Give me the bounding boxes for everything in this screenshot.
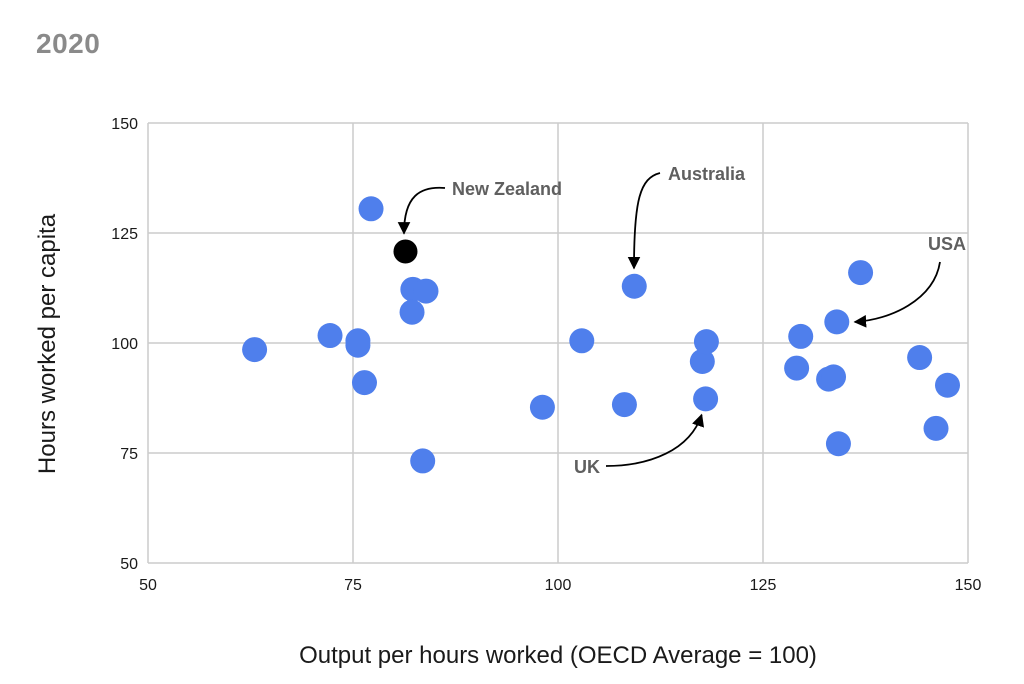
x-axis-label: Output per hours worked (OECD Average = … [299, 642, 817, 669]
data-point [611, 392, 637, 418]
annotation-arrow [853, 261, 941, 328]
annotation-arrow [627, 172, 661, 270]
y-tick-label: 150 [111, 116, 138, 133]
annotation-arrows [397, 172, 941, 467]
x-tick-label: 150 [955, 577, 982, 594]
data-point [848, 260, 874, 286]
x-tick-label: 50 [139, 577, 157, 594]
y-tick-label: 50 [120, 556, 138, 573]
data-point [410, 448, 436, 474]
chart-title: 2020 [36, 28, 101, 59]
data-point [413, 278, 439, 304]
highlighted-data-point [393, 239, 418, 264]
x-tick-label: 125 [750, 577, 777, 594]
data-point [529, 394, 555, 420]
annotation-label: USA [928, 234, 966, 254]
data-point [821, 364, 847, 390]
data-point [907, 345, 933, 371]
data-points [242, 196, 960, 474]
data-point [784, 355, 810, 381]
data-point [358, 196, 384, 222]
annotation-labels: New Zealand Australia USA UK [452, 164, 966, 477]
data-point [242, 337, 268, 363]
data-point [621, 273, 647, 299]
data-point [825, 431, 851, 457]
data-point [689, 348, 715, 374]
data-point [824, 309, 850, 335]
data-point [693, 386, 719, 412]
tick-labels: 50 75 100 125 150 50 75 100 125 150 [111, 116, 981, 594]
data-point [317, 323, 343, 349]
y-axis-label: Hours worked per capita [34, 213, 61, 474]
data-point [569, 328, 595, 354]
y-tick-label: 125 [111, 226, 138, 243]
y-tick-label: 100 [111, 336, 138, 353]
data-point [923, 415, 949, 441]
data-point [351, 370, 377, 396]
data-point [693, 329, 719, 355]
annotation-label: New Zealand [452, 179, 562, 199]
x-tick-label: 100 [545, 577, 572, 594]
annotation-arrow [605, 413, 705, 467]
data-point [935, 372, 960, 398]
y-tick-label: 75 [120, 446, 138, 463]
data-point [345, 332, 371, 358]
data-point [788, 323, 814, 349]
data-point [399, 299, 425, 325]
annotation-arrow [397, 186, 446, 235]
annotation-label: Australia [668, 164, 746, 184]
x-tick-label: 75 [344, 577, 362, 594]
annotation-label: UK [574, 457, 600, 477]
